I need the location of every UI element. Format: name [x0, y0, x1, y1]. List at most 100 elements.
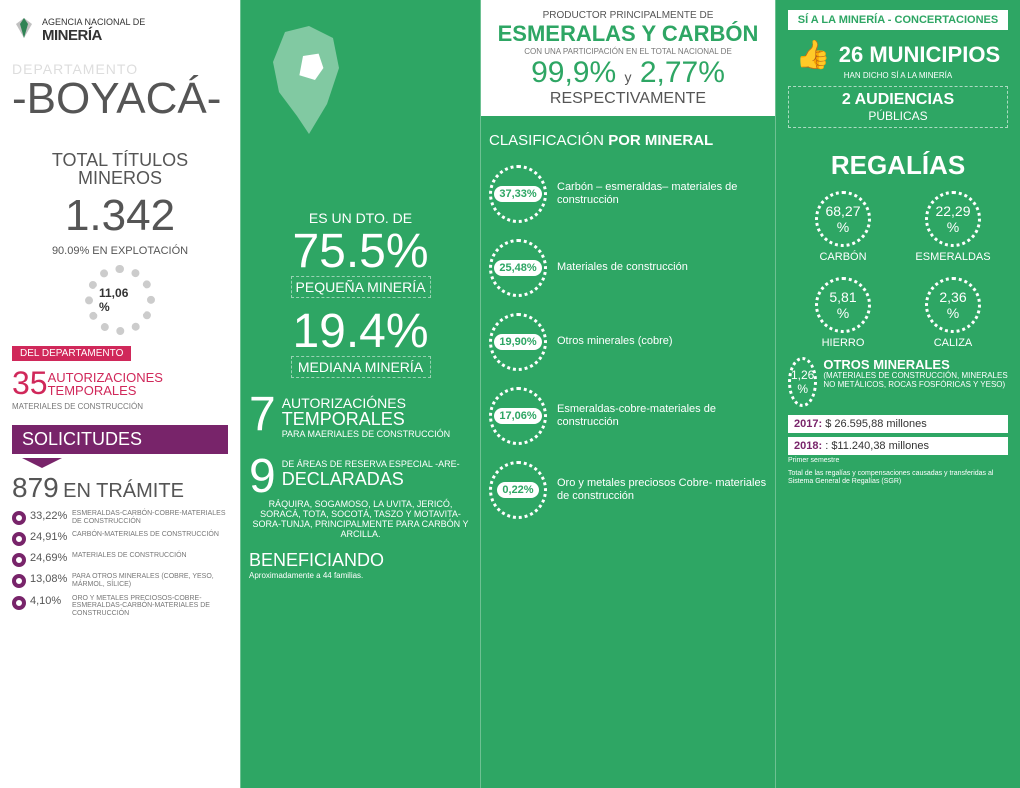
footer-note: Total de las regalías y compensaciones c…: [788, 470, 1008, 487]
mineral-lbl: Oro y metales preciosos Cobre- materiale…: [557, 477, 767, 503]
bullet-pct: 24,91%: [30, 531, 68, 543]
otros-unit: %: [797, 382, 808, 396]
titulos-block: TOTAL TÍTULOS MINEROS 1.342: [12, 151, 228, 241]
bullet-pct: 33,22%: [30, 510, 68, 522]
mineral-2: 19,90% Otros minerales (cobre): [489, 313, 767, 371]
stat7-l2: TEMPORALES: [282, 410, 450, 428]
column-3: PRODUCTOR PRINCIPALMENTE DE ESMERALAS Y …: [480, 0, 776, 788]
reg-circle: 68,27%: [815, 191, 871, 247]
gauge-circle: 11,06 %: [85, 265, 155, 335]
department: DEPARTAMENTO -BOYACÁ-: [12, 61, 228, 121]
muni-txt: HAN DICHO SÍ A LA MINERÍA: [788, 71, 1008, 80]
producer-p1: 99,9%: [531, 56, 616, 89]
stat7-l3: PARA MAERIALES DE CONSTRUCCIÓN: [282, 430, 450, 440]
thumbs-up-icon: 👍: [796, 38, 831, 71]
small-mining-label: PEQUEÑA MINERÍA: [291, 276, 431, 298]
reg-lbl: HIERRO: [788, 337, 898, 349]
mineral-0: 37,33%Carbón – esmeraldas– materiales de…: [489, 165, 767, 223]
infographic: AGENCIA NACIONAL DE MINERÍA DEPARTAMENTO…: [0, 0, 1020, 788]
bullet-icon: [12, 532, 26, 546]
bullet-icon: [12, 574, 26, 588]
benef-sub: Aproximadamente a 44 familias.: [249, 571, 472, 580]
producer-top: PRODUCTOR PRINCIPALMENTE DE: [481, 0, 775, 21]
audiencias-box: 2 AUDIENCIAS PÚBLICAS: [788, 86, 1008, 128]
muni-block: 👍 26 MUNICIPIOS HAN DICHO SÍ A LA MINERÍ…: [788, 38, 1008, 80]
reg-0: 68,27% CARBÓN: [788, 191, 898, 263]
y2018-sub: Primer semestre: [788, 457, 1008, 464]
top-badge: SÍ A LA MINERÍA - CONCERTACIONES: [788, 10, 1008, 30]
reg-circle: 5,81%: [815, 277, 871, 333]
bullet-3: 13,08% PARA OTROS MINERALES (COBRE, YESO,…: [12, 573, 228, 588]
reg-circle: 22,29%: [925, 191, 981, 247]
logo-brand: MINERÍA: [42, 27, 102, 44]
bullet-lbl: CARBÓN-MATERIALES DE CONSTRUCCIÓN: [72, 531, 219, 539]
year-2018: 2018: : $11.240,38 millones: [788, 437, 1008, 455]
map-area: [249, 10, 472, 190]
stat7-num: 7: [249, 396, 276, 434]
y2017-value: $ 26.595,88 millones: [825, 418, 927, 430]
bullet-pct: 4,10%: [30, 595, 68, 607]
bullet-pct: 13,08%: [30, 573, 68, 585]
mineral-lbl: Otros minerales (cobre): [557, 335, 673, 348]
producer-p2: 2,77%: [640, 56, 725, 89]
autoriz-block: 35 AUTORIZACIONES TEMPORALES: [12, 365, 228, 402]
producer-y: y: [625, 69, 632, 85]
reg-unit: %: [947, 305, 959, 321]
bullet-icon: [12, 553, 26, 567]
reg-lbl: CALIZA: [898, 337, 1008, 349]
producer-main: ESMERALAS Y CARBÓN: [489, 21, 767, 47]
medium-mining-label: MEDIANA MINERÍA: [291, 356, 431, 378]
mineral-circle: 37,33%: [489, 165, 547, 223]
mineral-pct: 19,90%: [494, 334, 541, 350]
dept-badge: DEL DEPARTAMENTO: [12, 346, 131, 361]
bullet-lbl: ESMERALDAS-CARBÓN-COBRE-MATERIALES DE CO…: [72, 510, 228, 525]
medium-mining-pct: 19.4%: [249, 308, 472, 356]
stat9-l2: DECLARADAS: [282, 470, 460, 488]
exploit-pct: 90.09% EN EXPLOTACIÓN: [12, 245, 228, 257]
reg-lbl: CARBÓN: [788, 251, 898, 263]
benef-title: BENEFICIANDO: [249, 550, 472, 571]
mineral-circle: 17,06%: [489, 387, 547, 445]
bullet-lbl: ORO Y METALES PRECIOSOS-COBRE-ESMERALDAS…: [72, 595, 228, 618]
tramite-txt: EN TRÁMITE: [63, 480, 184, 502]
producer-resp: RESPECTIVAMENTE: [489, 90, 767, 108]
mineral-1: 25,48% Materiales de construcción: [489, 239, 767, 297]
bullet-2: 24,69%MATERIALES DE CONSTRUCCIÓN: [12, 552, 228, 567]
y2018-label: 2018:: [794, 440, 822, 452]
muni-num: 26 MUNICIPIOS: [839, 42, 1000, 68]
reg-3: 2,36% CALIZA: [898, 277, 1008, 349]
bullet-icon: [12, 511, 26, 525]
mineral-pct: 0,22%: [497, 482, 538, 498]
autoriz-num: 35: [12, 365, 48, 402]
tramite-num: 879: [12, 472, 59, 503]
reg-2: 5,81% HIERRO: [788, 277, 898, 349]
logo-text: AGENCIA NACIONAL DE MINERÍA: [42, 17, 145, 44]
bullet-lbl: PARA OTROS MINERALES (COBRE, YESO, MÁRMO…: [72, 573, 228, 588]
map-icon: [249, 20, 369, 140]
mineral-lbl: Materiales de construcción: [557, 261, 688, 274]
mineral-pct: 25,48%: [494, 260, 541, 276]
titulos-label2: MINEROS: [12, 169, 228, 187]
reg-pct: 2,36: [939, 289, 966, 305]
reg-circle: 2,36%: [925, 277, 981, 333]
bullet-icon: [12, 596, 26, 610]
aud-txt: PÚBLICAS: [793, 109, 1003, 123]
reg-1: 22,29% ESMERALDAS: [898, 191, 1008, 263]
mineral-circle: 25,48%: [489, 239, 547, 297]
small-mining-pct: 75.5%: [249, 228, 472, 276]
titulos-label1: TOTAL TÍTULOS: [12, 151, 228, 169]
tramite: 879 EN TRÁMITE: [12, 472, 228, 504]
producer-pcts: 99,9% y 2,77%: [489, 56, 767, 90]
dept-name: -BOYACÁ-: [12, 77, 228, 121]
column-4: SÍ A LA MINERÍA - CONCERTACIONES 👍 26 MU…: [776, 0, 1020, 788]
y2018-value: : $11.240,38 millones: [825, 440, 929, 452]
otros-circle: 1,26 %: [788, 357, 817, 407]
bullet-4: 4,10% ORO Y METALES PRECIOSOS-COBRE-ESMER…: [12, 595, 228, 618]
regalias-title: REGALÍAS: [788, 150, 1008, 181]
bullet-1: 24,91% CARBÓN-MATERIALES DE CONSTRUCCIÓN: [12, 531, 228, 546]
mineral-3: 17,06% Esmeraldas-cobre-materiales de con…: [489, 387, 767, 445]
mineral-lbl: Esmeraldas-cobre-materiales de construcc…: [557, 403, 767, 429]
reg-unit: %: [947, 219, 959, 235]
reg-pct: 5,81: [829, 289, 856, 305]
reg-lbl: ESMERALDAS: [898, 251, 1008, 263]
